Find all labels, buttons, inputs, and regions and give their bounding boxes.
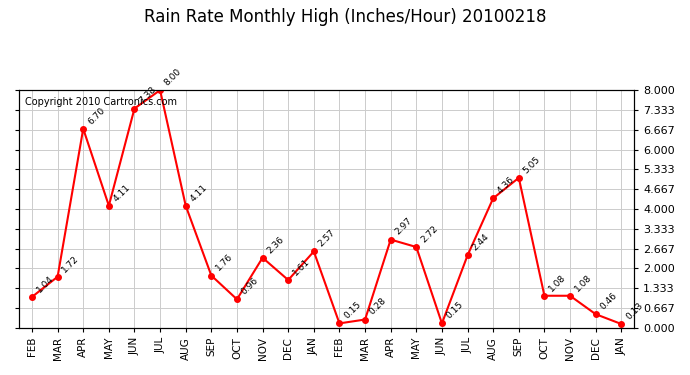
Text: 1.04: 1.04 <box>34 274 55 294</box>
Text: 0.46: 0.46 <box>598 291 619 311</box>
Text: 1.72: 1.72 <box>61 254 81 274</box>
Text: 0.15: 0.15 <box>445 300 465 321</box>
Text: 6.70: 6.70 <box>86 105 106 126</box>
Text: 1.08: 1.08 <box>547 272 568 293</box>
Text: 2.36: 2.36 <box>266 234 286 255</box>
Text: Rain Rate Monthly High (Inches/Hour) 20100218: Rain Rate Monthly High (Inches/Hour) 201… <box>144 8 546 26</box>
Text: 2.72: 2.72 <box>419 224 440 244</box>
Text: 2.44: 2.44 <box>471 232 491 253</box>
Text: 0.96: 0.96 <box>239 276 260 297</box>
Text: Copyright 2010 Cartronics.com: Copyright 2010 Cartronics.com <box>26 97 177 107</box>
Text: 2.97: 2.97 <box>393 216 414 237</box>
Text: 4.36: 4.36 <box>496 175 516 195</box>
Text: 0.15: 0.15 <box>342 300 363 321</box>
Text: 5.05: 5.05 <box>522 154 542 175</box>
Text: 2.57: 2.57 <box>317 228 337 249</box>
Text: 8.00: 8.00 <box>163 67 184 87</box>
Text: 1.61: 1.61 <box>291 256 312 277</box>
Text: 1.08: 1.08 <box>573 272 593 293</box>
Text: 0.13: 0.13 <box>624 301 644 321</box>
Text: 1.76: 1.76 <box>214 252 235 273</box>
Text: 4.11: 4.11 <box>188 182 209 203</box>
Text: 7.38: 7.38 <box>137 85 158 106</box>
Text: 0.28: 0.28 <box>368 296 388 317</box>
Text: 4.11: 4.11 <box>112 182 132 203</box>
